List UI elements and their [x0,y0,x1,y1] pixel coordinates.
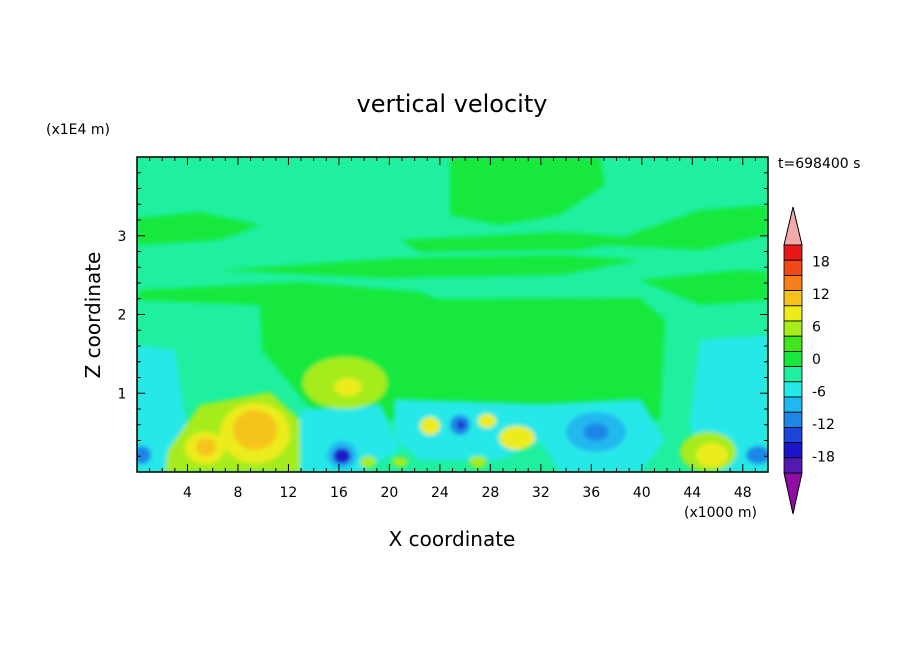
colorbar-top-arrow [783,206,803,246]
colorbar-labels: 18 12 6 0 -6 -12 -18 [812,254,835,465]
x-tick-label: 16 [330,485,348,501]
x-unit-label: (x1000 m) [684,505,757,521]
x-tick-label: 48 [734,485,752,501]
x-tick-label: 28 [481,485,499,501]
x-tick-label: 40 [633,485,651,501]
colorbar-swatch [783,426,803,443]
colorbar-swatch [783,366,803,383]
colorbar-tick-label: 18 [812,254,830,270]
colorbar-swatch [783,411,803,428]
x-tick-label: 44 [683,485,701,501]
colorbar-tick-label: -18 [812,450,835,466]
y-unit-label: (x1E4 m) [46,122,110,138]
x-axis-title: X coordinate [389,527,516,551]
colorbar-swatch [783,442,803,459]
colorbar-tick-label: 0 [812,352,821,368]
y-axis-ticks: 1 2 3 [118,172,768,457]
colorbar-swatch [783,457,803,474]
colorbar-tick-label: -12 [812,417,835,433]
contour-field [137,157,768,472]
y-tick-label: 3 [118,229,127,245]
colorbar-swatch [783,259,803,276]
colorbar-swatch [783,244,803,261]
x-tick-label: 24 [431,485,449,501]
colorbar-swatch [783,274,803,291]
colorbar-swatch [783,350,803,367]
colorbar-swatch [783,305,803,322]
colorbar-swatch [783,290,803,307]
y-axis-title: Z coordinate [81,252,105,379]
x-tick-label: 20 [380,485,398,501]
colorbar-swatch [783,320,803,337]
colorbar-tick-label: -6 [812,385,826,401]
colorbar-swatch [783,381,803,398]
colorbar-tick-label: 6 [812,319,821,335]
time-label: t=698400 s [778,156,860,172]
x-axis-ticks: 4 8 12 16 20 24 28 32 36 40 44 48 [149,157,756,501]
x-tick-label: 4 [183,485,192,501]
colorbar-swatch [783,335,803,352]
x-tick-label: 12 [280,485,298,501]
colorbar-tick-label: 12 [812,287,830,303]
colorbar-swatch [783,396,803,413]
colorbar [783,206,803,515]
colorbar-bottom-arrow [783,472,803,515]
x-tick-label: 36 [582,485,600,501]
x-tick-label: 32 [532,485,550,501]
y-tick-label: 2 [118,308,127,324]
y-tick-label: 1 [118,386,127,402]
x-tick-label: 8 [233,485,242,501]
chart-title: vertical velocity [357,90,548,118]
